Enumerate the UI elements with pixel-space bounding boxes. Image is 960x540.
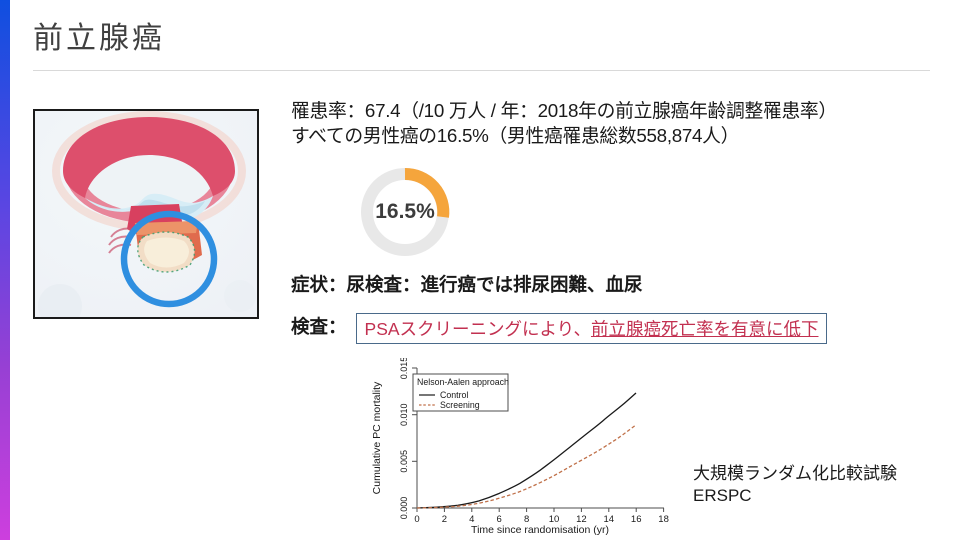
svg-text:18: 18 <box>658 514 669 525</box>
svg-text:2: 2 <box>442 514 447 525</box>
svg-text:Nelson-Aalen approach: Nelson-Aalen approach <box>417 377 509 387</box>
svg-text:0.000: 0.000 <box>399 497 409 520</box>
svg-text:0.010: 0.010 <box>399 403 409 426</box>
svg-text:Cumulative PC mortality: Cumulative PC mortality <box>372 381 383 494</box>
svg-text:16: 16 <box>631 514 642 525</box>
svg-text:Control: Control <box>440 390 468 400</box>
svg-text:0: 0 <box>414 514 419 525</box>
svg-text:0.015: 0.015 <box>399 358 409 379</box>
svg-text:Time since randomisation (yr): Time since randomisation (yr) <box>471 524 609 536</box>
svg-text:Screening: Screening <box>440 400 480 410</box>
svg-text:0.005: 0.005 <box>399 450 409 473</box>
